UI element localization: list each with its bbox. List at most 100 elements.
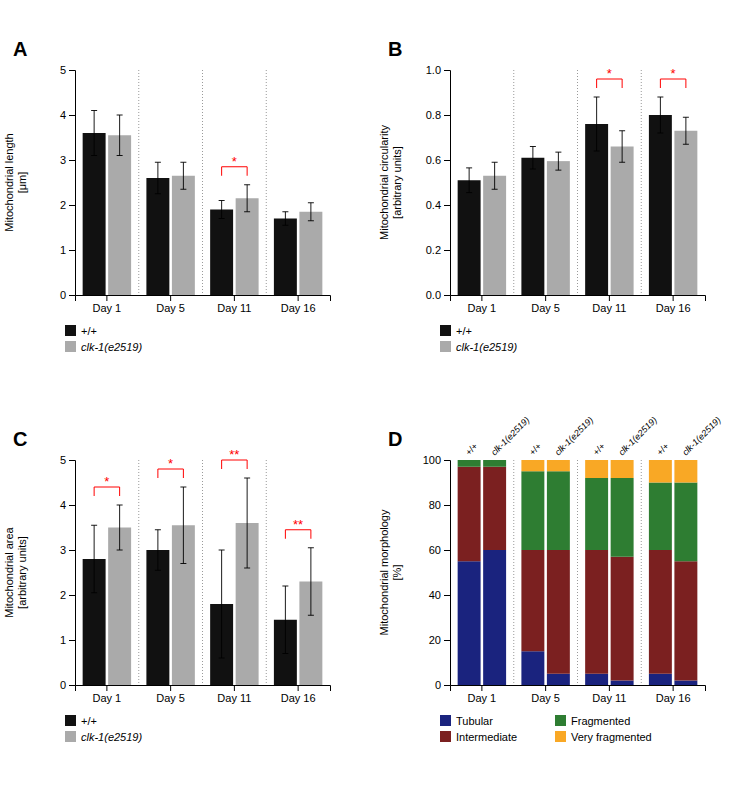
- group-label: +/+: [655, 441, 671, 457]
- bar: [172, 176, 195, 295]
- x-tick: Day 16: [656, 685, 691, 704]
- bar-segment: [611, 460, 634, 478]
- y-tick-mark: [444, 685, 450, 686]
- x-axis-line: [76, 686, 331, 692]
- y-tick: 80: [429, 499, 450, 511]
- x-tick-label: Day 16: [656, 692, 691, 704]
- x-axis: Day 1Day 5Day 11Day 16: [76, 685, 331, 704]
- error-bar: [219, 550, 225, 658]
- y-tick: 0.6: [426, 154, 450, 166]
- bar-segment: [674, 483, 697, 562]
- bar-segment: [458, 467, 481, 562]
- y-tick-label: 40: [429, 589, 441, 601]
- y-tick-label: 1.0: [426, 64, 441, 76]
- y-tick-mark: [69, 640, 75, 641]
- y-axis-line: [444, 71, 451, 296]
- y-axis-line: [69, 71, 76, 296]
- separators: [514, 70, 642, 295]
- bar-segment: [611, 557, 634, 681]
- x-tick: Day 11: [217, 685, 251, 704]
- y-tick-label: 0.0: [426, 289, 441, 301]
- error-bar: [657, 97, 663, 133]
- group-label: clk-1(e2519): [553, 415, 595, 457]
- bar-segment: [585, 460, 608, 478]
- plot-area: [458, 97, 698, 295]
- legend-swatch: [440, 325, 451, 336]
- x-tick-mark: [234, 295, 235, 301]
- x-tick: Day 1: [468, 295, 497, 314]
- legend-label: Intermediate: [456, 731, 517, 743]
- significance-label: **: [229, 447, 239, 462]
- x-axis: Day 1Day 5Day 11Day 16: [76, 295, 331, 314]
- y-axis-title: Mitochondrial length[μm]: [3, 133, 28, 231]
- bar-segment: [458, 460, 481, 461]
- y-tick-label: 1: [60, 634, 66, 646]
- y-tick: 1: [60, 244, 75, 256]
- bar-segment: [547, 460, 570, 471]
- y-tick-mark: [69, 685, 75, 686]
- legend-label: clk-1(e2519): [81, 341, 142, 353]
- error-bar: [308, 203, 314, 221]
- bar: [274, 219, 297, 296]
- legend-label: Fragmented: [571, 715, 630, 727]
- bar: [458, 180, 481, 295]
- y-tick: 4: [60, 109, 75, 121]
- y-tick: 2: [60, 589, 75, 601]
- y-tick-label: 0.8: [426, 109, 441, 121]
- legend-item: +/+: [440, 325, 472, 337]
- legend-item: clk-1(e2519): [440, 341, 517, 353]
- y-tick-mark: [69, 505, 75, 506]
- error-bar: [466, 168, 472, 193]
- y-tick-label: 80: [429, 499, 441, 511]
- bar-segment: [521, 460, 544, 471]
- legend-label: +/+: [81, 325, 97, 337]
- x-axis-line: [76, 296, 331, 302]
- y-axis: 012345: [60, 454, 76, 691]
- bar-segment: [674, 561, 697, 680]
- bar-segment: [611, 681, 634, 686]
- legend-swatch: [65, 325, 76, 336]
- y-tick: 0.0: [426, 289, 450, 301]
- legend-swatch: [440, 715, 451, 726]
- panel-title: C: [13, 428, 27, 450]
- x-tick-label: Day 16: [281, 692, 316, 704]
- x-tick: Day 11: [217, 295, 251, 314]
- y-tick-mark: [444, 505, 450, 506]
- y-tick: 1.0: [426, 64, 450, 76]
- x-axis-line: [451, 686, 706, 692]
- x-tick: Day 11: [592, 685, 626, 704]
- y-tick: 0.4: [426, 199, 450, 211]
- y-tick-mark: [444, 115, 450, 116]
- legend-label: +/+: [456, 325, 472, 337]
- x-tick-mark: [673, 685, 674, 691]
- y-axis-line: [69, 461, 76, 686]
- x-tick-label: Day 5: [156, 302, 185, 314]
- y-tick-mark: [444, 550, 450, 551]
- group-label: clk-1(e2519): [680, 415, 722, 457]
- error-bar: [619, 131, 625, 163]
- legend-swatch: [440, 341, 451, 352]
- bar-segment: [649, 550, 672, 674]
- y-tick-mark: [444, 70, 450, 71]
- category-separator: [513, 70, 514, 295]
- legend-swatch: [65, 731, 76, 742]
- x-tick-label: Day 16: [281, 302, 316, 314]
- y-tick-label: 2: [60, 589, 66, 601]
- x-axis-line: [451, 296, 706, 302]
- category-separator: [577, 460, 578, 685]
- x-tick-label: Day 1: [468, 692, 497, 704]
- x-tick-mark: [545, 685, 546, 691]
- y-tick-mark: [69, 205, 75, 206]
- y-tick-label: 5: [60, 454, 66, 466]
- panel: 0.00.20.40.60.81.0Day 1Day 5Day 11Day 16…: [378, 38, 706, 353]
- y-tick-mark: [69, 295, 75, 296]
- separators: [514, 460, 642, 685]
- y-tick: 1: [60, 634, 75, 646]
- x-axis: Day 1Day 5Day 11Day 16: [451, 295, 706, 314]
- y-tick-label: 100: [423, 454, 441, 466]
- y-tick: 20: [429, 634, 450, 646]
- bar: [299, 212, 322, 295]
- bar-segment: [674, 681, 697, 686]
- group-label: clk-1(e2519): [489, 415, 531, 457]
- plot-area: [83, 478, 323, 685]
